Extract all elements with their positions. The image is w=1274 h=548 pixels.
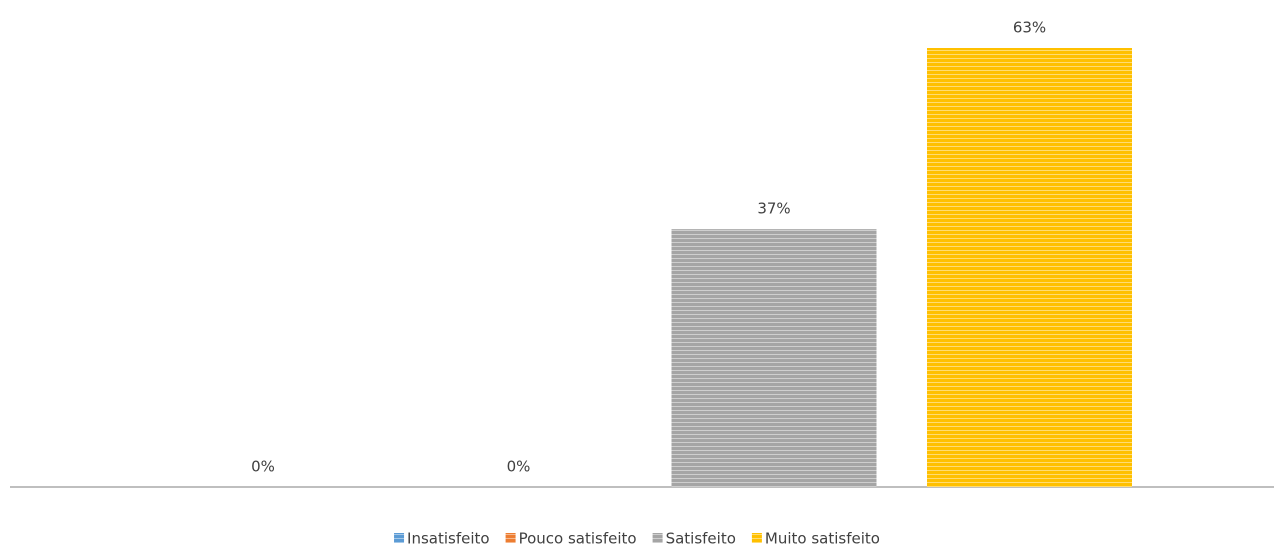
legend-label: Insatisfeito (407, 530, 490, 548)
legend-swatch (505, 533, 516, 543)
legend-label: Muito satisfeito (765, 530, 880, 548)
legend-swatch (652, 533, 663, 543)
legend-label: Pouco satisfeito (519, 530, 637, 548)
data-label: 0% (251, 458, 275, 476)
data-label: 37% (757, 200, 790, 218)
legend: Insatisfeito Pouco satisfeito Satisfeito Mu… (394, 530, 880, 548)
bar (927, 48, 1132, 487)
legend-swatch (751, 533, 762, 543)
data-label: 0% (507, 458, 531, 476)
data-label: 63% (1013, 19, 1046, 37)
legend-label: Satisfeito (666, 530, 736, 548)
legend-swatch (394, 533, 405, 543)
bar (671, 229, 877, 487)
